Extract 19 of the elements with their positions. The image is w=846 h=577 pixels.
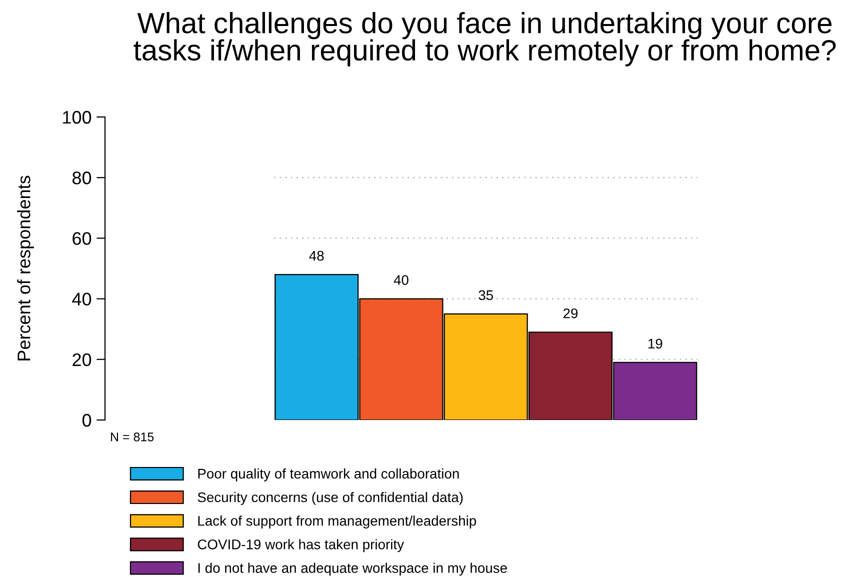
data-label: 48 <box>309 250 324 261</box>
y-tick-label: 40 <box>72 292 92 306</box>
y-tick-label: 100 <box>63 110 92 124</box>
data-label: 40 <box>394 275 408 285</box>
y-tick-label: 80 <box>72 172 92 184</box>
legend-label: Poor quality of teamwork and collaboration <box>198 468 459 482</box>
y-tick-label: 20 <box>72 353 92 366</box>
data-label: 19 <box>648 338 662 349</box>
legend-label: Security concerns (use of confidential data) <box>198 492 463 505</box>
y-axis-title: Percent of respondents <box>17 176 34 360</box>
text: N = 815 <box>111 432 154 442</box>
data-label: 35 <box>478 290 494 300</box>
legend-label: COVID-19 work has taken priority <box>198 539 404 552</box>
y-tick-label: 0 <box>82 414 92 427</box>
legend-label: I do not have an adequate workspace in my house <box>198 562 507 576</box>
data-label: 29 <box>563 308 578 318</box>
y-tick-label: 60 <box>72 232 92 245</box>
chart-title: What challenges do you face in undertaking your core tasks if/when required to work remotely or from home? <box>134 12 836 66</box>
legend-label: Lack of support from management/leadership <box>198 516 476 529</box>
